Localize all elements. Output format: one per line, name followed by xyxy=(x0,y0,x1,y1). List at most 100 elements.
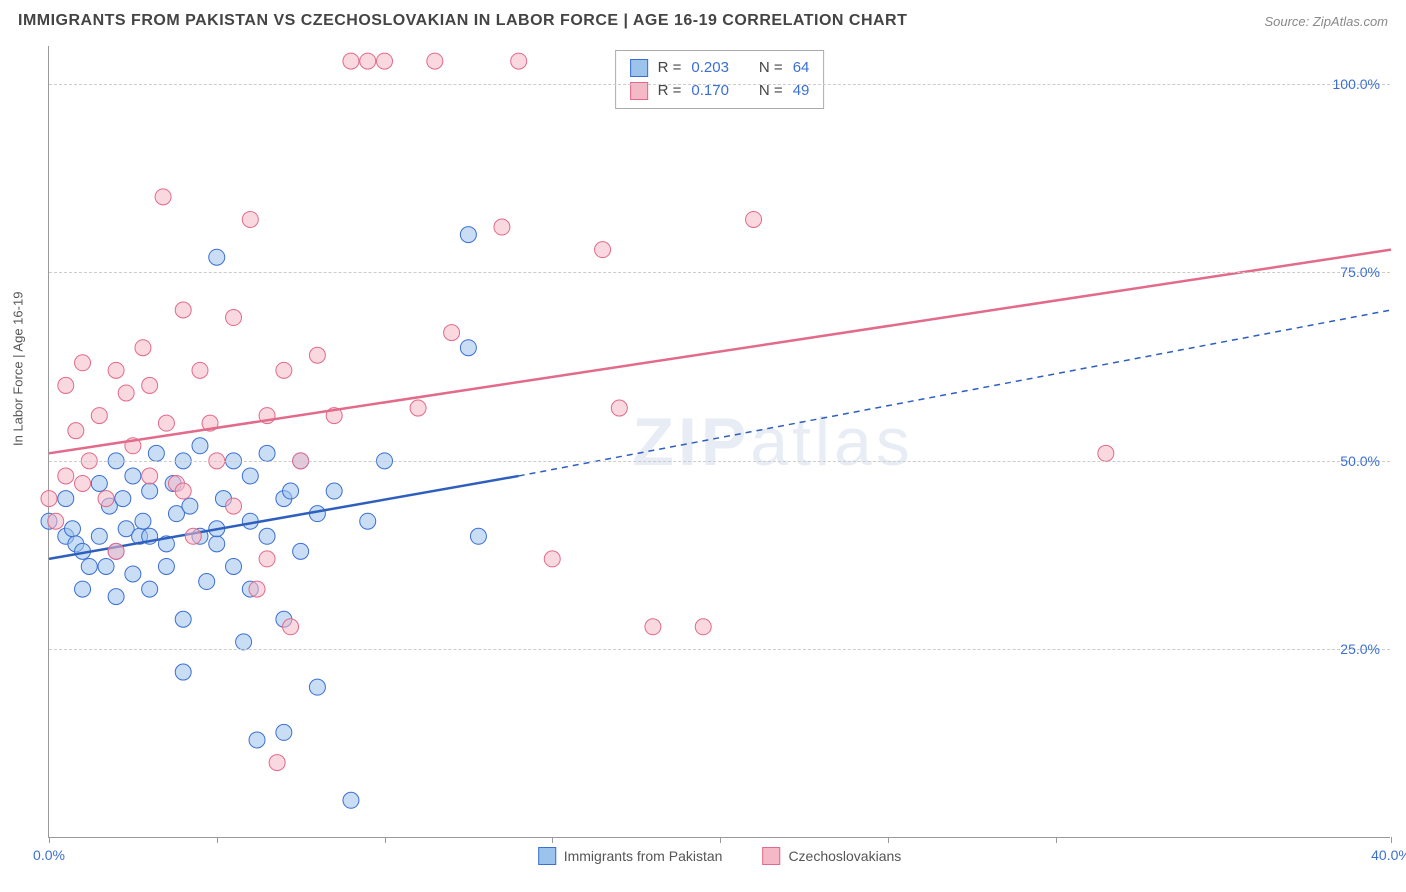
gridline xyxy=(49,461,1390,462)
scatter-point xyxy=(155,189,171,205)
scatter-point xyxy=(158,558,174,574)
scatter-point xyxy=(75,475,91,491)
scatter-point xyxy=(259,551,275,567)
gridline xyxy=(49,84,1390,85)
title-bar: IMMIGRANTS FROM PAKISTAN VS CZECHOSLOVAK… xyxy=(18,12,1388,30)
scatter-point xyxy=(226,558,242,574)
scatter-point xyxy=(75,355,91,371)
n-label: N = xyxy=(759,57,783,80)
x-tick-label: 40.0% xyxy=(1371,847,1406,863)
legend-stats-row: R = 0.203 N = 64 xyxy=(630,57,810,80)
scatter-point xyxy=(242,468,258,484)
scatter-point xyxy=(269,755,285,771)
trend-line xyxy=(49,250,1391,454)
scatter-point xyxy=(158,415,174,431)
scatter-point xyxy=(185,528,201,544)
scatter-point xyxy=(595,242,611,258)
scatter-point xyxy=(309,679,325,695)
scatter-point xyxy=(68,423,84,439)
scatter-point xyxy=(283,619,299,635)
legend-swatch xyxy=(538,847,556,865)
scatter-point xyxy=(494,219,510,235)
x-tick-label: 0.0% xyxy=(33,847,65,863)
y-tick-label: 50.0% xyxy=(1340,453,1380,469)
scatter-point xyxy=(182,498,198,514)
x-tick xyxy=(552,837,553,843)
legend-label: Immigrants from Pakistan xyxy=(564,848,723,864)
scatter-point xyxy=(209,249,225,265)
scatter-point xyxy=(343,53,359,69)
scatter-point xyxy=(118,385,134,401)
plot-area: ZIPatlas R =0.203N =64R =0.170N =49 Immi… xyxy=(48,46,1390,838)
x-tick xyxy=(385,837,386,843)
n-value: 64 xyxy=(793,57,810,80)
legend-series-item: Czechoslovakians xyxy=(762,847,901,865)
scatter-point xyxy=(444,325,460,341)
scatter-point xyxy=(135,513,151,529)
scatter-point xyxy=(259,445,275,461)
scatter-point xyxy=(377,53,393,69)
scatter-point xyxy=(460,340,476,356)
scatter-point xyxy=(175,611,191,627)
scatter-point xyxy=(142,377,158,393)
scatter-point xyxy=(470,528,486,544)
scatter-point xyxy=(249,732,265,748)
scatter-point xyxy=(276,724,292,740)
scatter-point xyxy=(115,491,131,507)
legend-swatch xyxy=(630,59,648,77)
scatter-point xyxy=(108,543,124,559)
scatter-point xyxy=(58,468,74,484)
scatter-point xyxy=(81,558,97,574)
scatter-point xyxy=(236,634,252,650)
scatter-point xyxy=(199,574,215,590)
scatter-point xyxy=(226,498,242,514)
scatter-point xyxy=(125,566,141,582)
x-tick xyxy=(888,837,889,843)
scatter-point xyxy=(511,53,527,69)
legend-swatch xyxy=(762,847,780,865)
scatter-point xyxy=(192,362,208,378)
scatter-point xyxy=(135,340,151,356)
scatter-point xyxy=(64,521,80,537)
scatter-point xyxy=(360,53,376,69)
scatter-point xyxy=(142,581,158,597)
scatter-point xyxy=(108,362,124,378)
y-tick-label: 100.0% xyxy=(1333,76,1380,92)
y-tick-label: 75.0% xyxy=(1340,264,1380,280)
scatter-point xyxy=(242,211,258,227)
scatter-point xyxy=(58,377,74,393)
scatter-point xyxy=(175,483,191,499)
scatter-point xyxy=(125,468,141,484)
scatter-point xyxy=(343,792,359,808)
r-value: 0.203 xyxy=(691,57,729,80)
y-axis-label: In Labor Force | Age 16-19 xyxy=(11,292,26,446)
legend-label: Czechoslovakians xyxy=(788,848,901,864)
scatter-point xyxy=(48,513,64,529)
r-label: R = xyxy=(658,57,682,80)
legend-series: Immigrants from Pakistan Czechoslovakians xyxy=(538,847,902,865)
x-tick xyxy=(1056,837,1057,843)
trend-line-dashed xyxy=(519,310,1391,476)
scatter-point xyxy=(283,483,299,499)
scatter-point xyxy=(544,551,560,567)
scatter-point xyxy=(276,362,292,378)
scatter-point xyxy=(427,53,443,69)
scatter-point xyxy=(309,347,325,363)
scatter-point xyxy=(98,558,114,574)
scatter-point xyxy=(142,468,158,484)
x-tick xyxy=(1391,837,1392,843)
scatter-point xyxy=(1098,445,1114,461)
chart-title: IMMIGRANTS FROM PAKISTAN VS CZECHOSLOVAK… xyxy=(18,12,907,30)
scatter-point xyxy=(746,211,762,227)
scatter-point xyxy=(226,310,242,326)
scatter-point xyxy=(192,438,208,454)
gridline xyxy=(49,649,1390,650)
scatter-point xyxy=(293,543,309,559)
y-tick-label: 25.0% xyxy=(1340,641,1380,657)
x-tick xyxy=(720,837,721,843)
scatter-point xyxy=(91,408,107,424)
scatter-point xyxy=(58,491,74,507)
legend-stats: R =0.203N =64R =0.170N =49 xyxy=(615,50,825,109)
scatter-point xyxy=(108,589,124,605)
scatter-point xyxy=(98,491,114,507)
